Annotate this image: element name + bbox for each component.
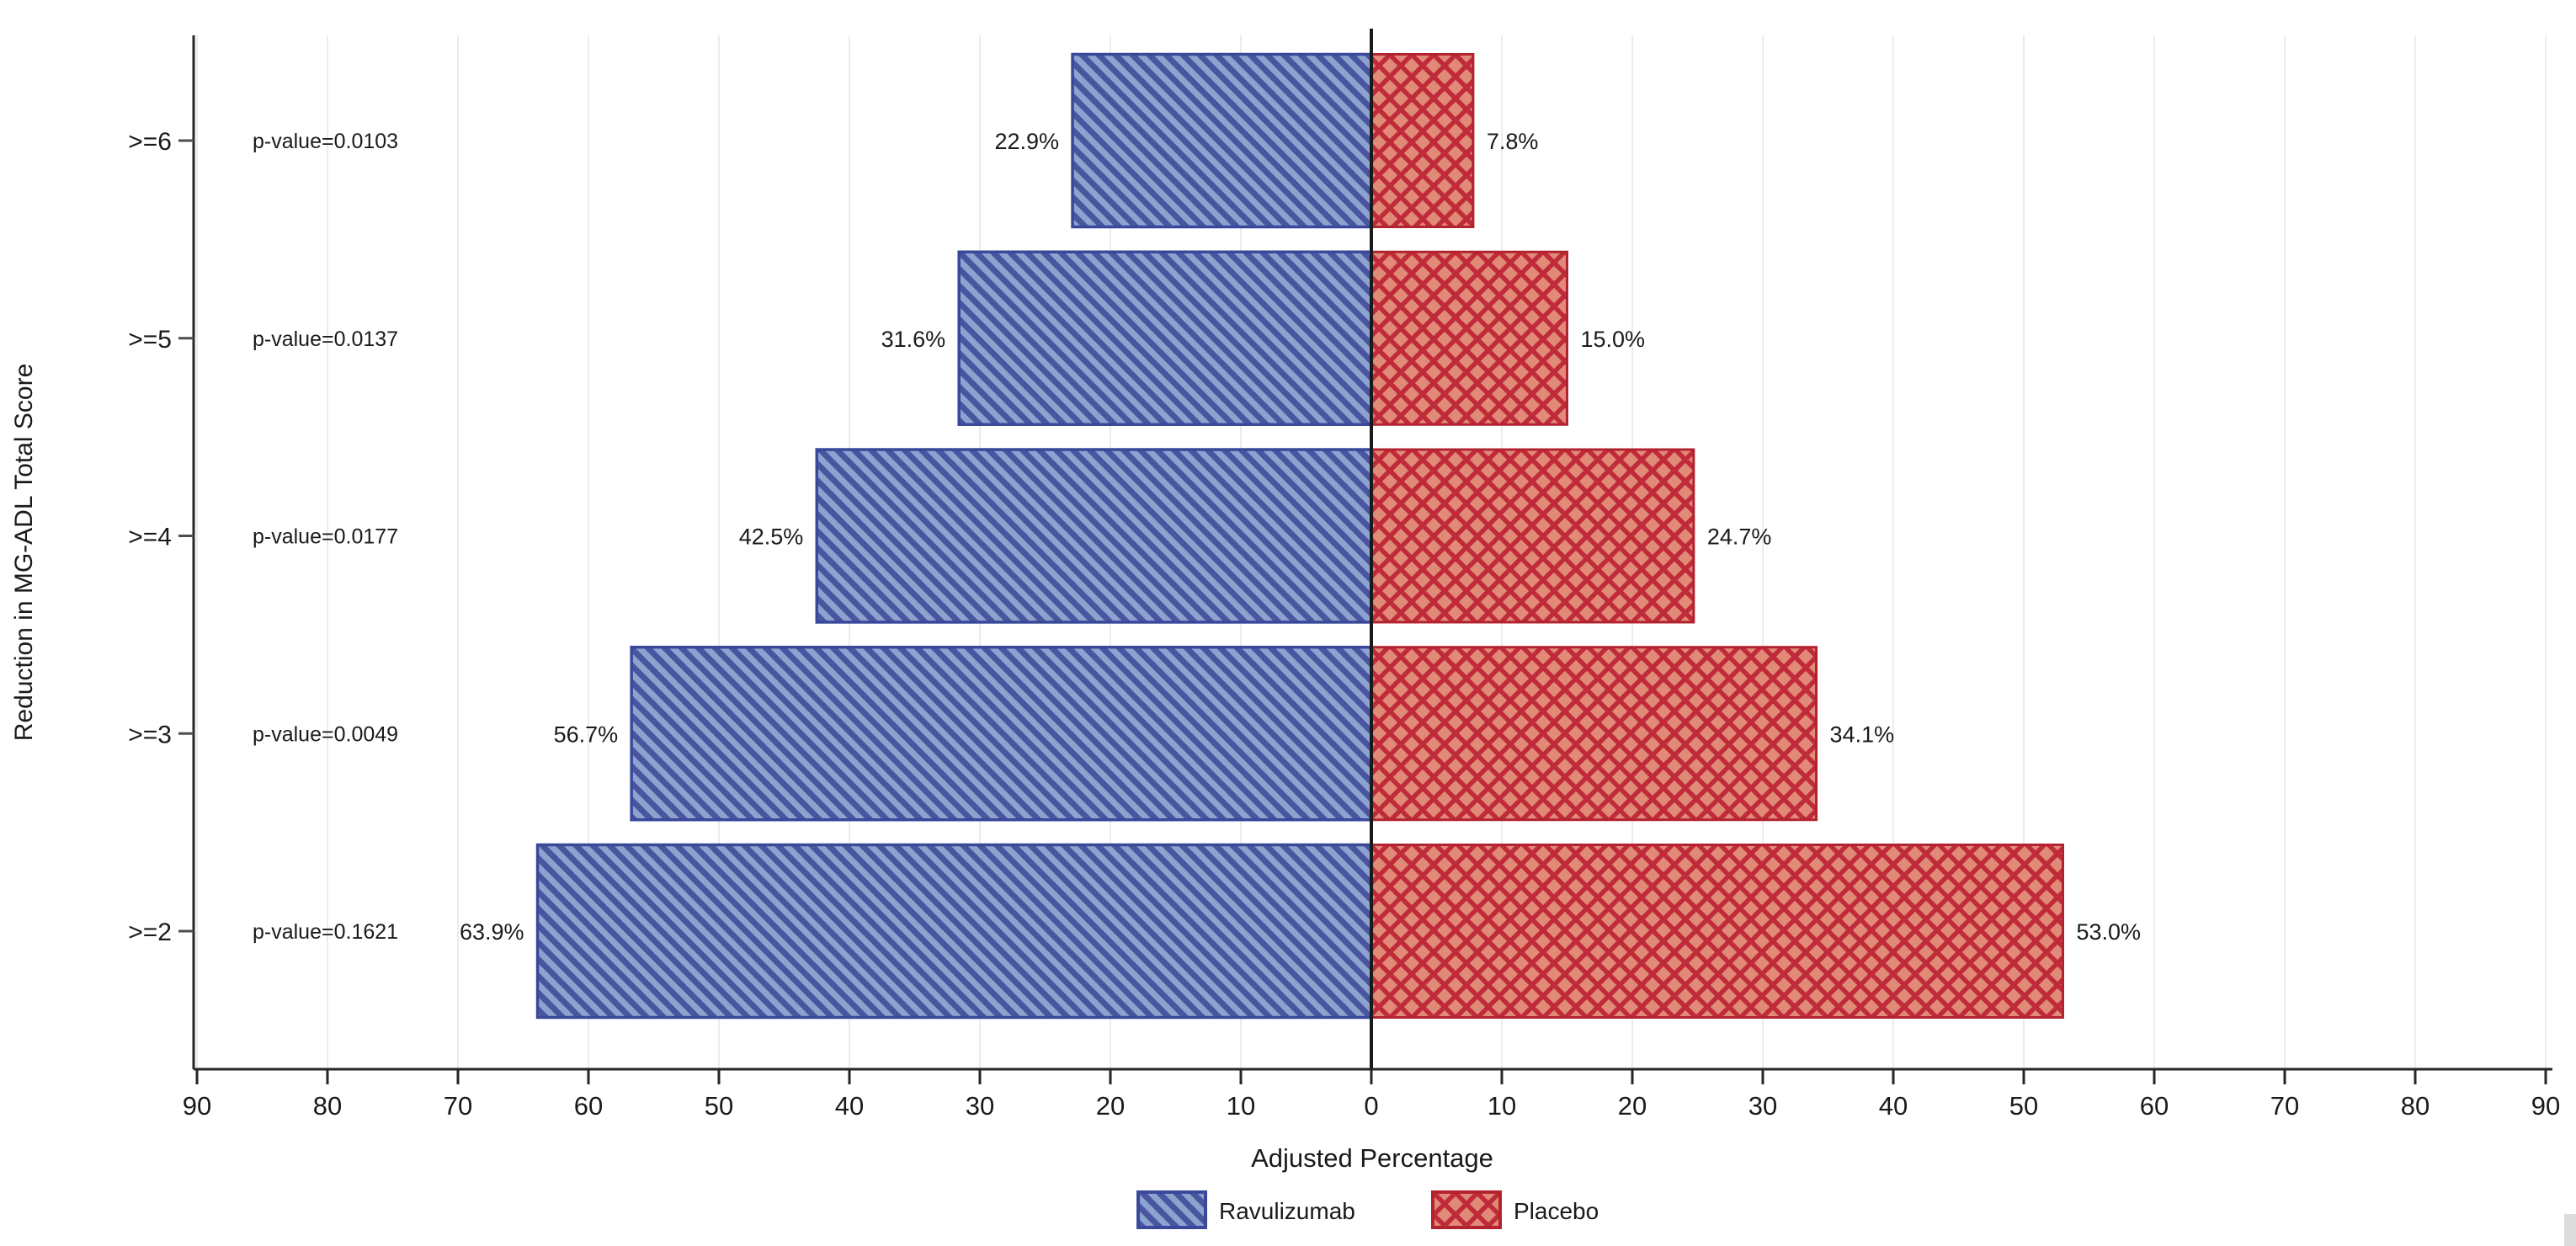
bar-placebo xyxy=(1370,646,1818,822)
x-tick-label: 0 xyxy=(1364,1091,1378,1121)
x-tick-label: 90 xyxy=(2531,1091,2560,1121)
bar-placebo xyxy=(1370,53,1475,228)
p-value-label: p-value=0.0049 xyxy=(253,722,398,746)
x-tick-label: 40 xyxy=(1879,1091,1908,1121)
x-tick-label: 50 xyxy=(2009,1091,2038,1121)
value-label-placebo: 24.7% xyxy=(1707,524,1772,550)
x-tick-label: 10 xyxy=(1227,1091,1255,1121)
legend-label-placebo: Placebo xyxy=(1514,1198,1599,1224)
value-label-ravulizumab: 42.5% xyxy=(739,524,804,550)
x-tick-label: 20 xyxy=(1096,1091,1125,1121)
value-label-placebo: 15.0% xyxy=(1581,327,1646,352)
axes xyxy=(178,29,2552,1084)
x-tick-label: 10 xyxy=(1488,1091,1516,1121)
x-tick-label: 40 xyxy=(835,1091,864,1121)
labels: 90 80 70 60 50 40 30 20 10 0 10 20 30 40 50 60 70 80 90 >=6… xyxy=(128,128,2560,1121)
bar-placebo xyxy=(1370,448,1695,624)
value-label-ravulizumab: 22.9% xyxy=(994,129,1059,154)
value-label-ravulizumab: 56.7% xyxy=(554,722,619,747)
bar-ravulizumab xyxy=(535,843,1373,1020)
category-label: >=6 xyxy=(128,128,172,156)
value-label-placebo: 7.8% xyxy=(1487,129,1539,154)
bar-ravulizumab xyxy=(1071,52,1373,229)
scrollbar-corner xyxy=(2564,1214,2576,1246)
bar-ravulizumab xyxy=(630,646,1373,822)
x-tick-label: 80 xyxy=(2401,1091,2430,1121)
x-tick-label: 80 xyxy=(313,1091,342,1121)
bar-ravulizumab xyxy=(957,250,1373,426)
x-tick-label: 20 xyxy=(1618,1091,1647,1121)
x-tick-label: 60 xyxy=(2140,1091,2169,1121)
x-tick-label: 30 xyxy=(1748,1091,1777,1121)
category-label: >=3 xyxy=(128,721,172,748)
p-value-label: p-value=0.0103 xyxy=(253,130,398,153)
p-value-label: p-value=0.0137 xyxy=(253,327,398,351)
x-tick-label: 50 xyxy=(705,1091,733,1121)
y-axis-title: Reduction in MG-ADL Total Score xyxy=(10,364,38,742)
bar-placebo xyxy=(1370,250,1568,426)
value-label-placebo: 34.1% xyxy=(1830,722,1895,747)
value-label-placebo: 53.0% xyxy=(2077,919,2142,945)
x-axis-title: Adjusted Percentage xyxy=(1251,1143,1493,1173)
bar-ravulizumab xyxy=(815,448,1373,624)
bar-placebo xyxy=(1370,844,2064,1019)
value-label-ravulizumab: 31.6% xyxy=(881,327,946,352)
p-value-label: p-value=0.0177 xyxy=(253,525,398,549)
category-label: >=5 xyxy=(128,326,172,354)
legend-label-ravulizumab: Ravulizumab xyxy=(1219,1198,1355,1224)
x-tick-label: 30 xyxy=(966,1091,994,1121)
x-tick-label: 70 xyxy=(2270,1091,2299,1121)
legend-swatch-placebo xyxy=(1431,1190,1502,1229)
value-label-ravulizumab: 63.9% xyxy=(460,919,524,945)
p-value-label: p-value=0.1621 xyxy=(253,920,398,944)
legend: Ravulizumab Placebo xyxy=(1136,1190,1599,1229)
x-tick-label: 90 xyxy=(183,1091,211,1121)
x-tick-label: 70 xyxy=(444,1091,472,1121)
x-tick-label: 60 xyxy=(574,1091,603,1121)
category-label: >=4 xyxy=(128,524,172,551)
bars xyxy=(535,52,2064,1020)
category-label: >=2 xyxy=(128,919,172,946)
legend-swatch-ravulizumab xyxy=(1136,1190,1207,1229)
